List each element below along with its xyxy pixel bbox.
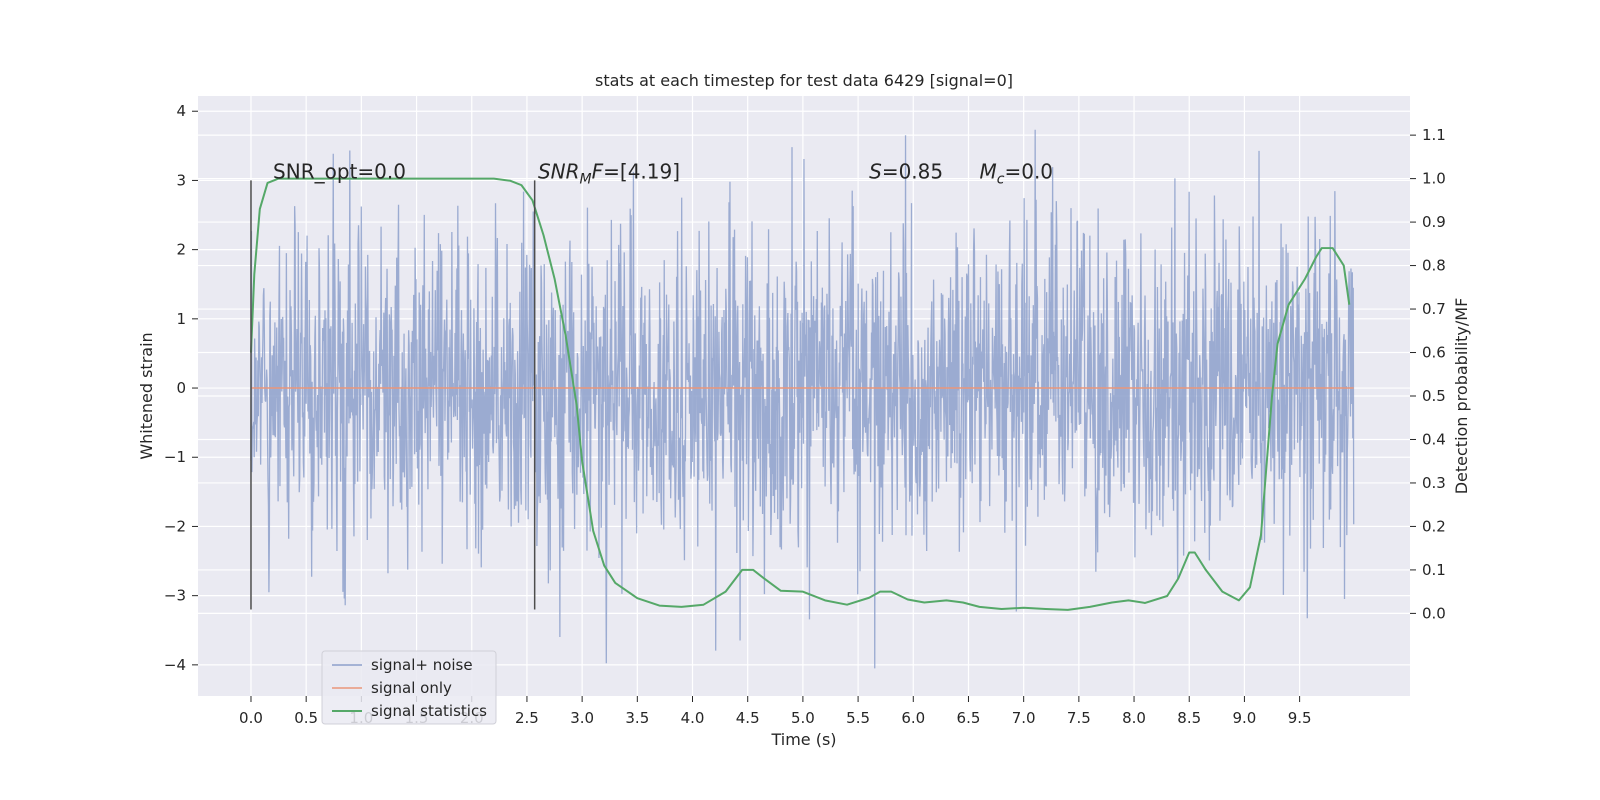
y-axis-ticks: −4 −3 −2 −1 0 1 2 3 4 bbox=[164, 102, 198, 674]
legend-label: signal+ noise bbox=[371, 656, 473, 674]
x-tick-label: 9.5 bbox=[1288, 709, 1312, 727]
y2-axis-label: Detection probability/MF bbox=[1452, 298, 1471, 495]
x-tick-label: 8.5 bbox=[1177, 709, 1201, 727]
chart-title: stats at each timestep for test data 642… bbox=[595, 71, 1013, 90]
x-tick-label: 8.0 bbox=[1122, 709, 1146, 727]
y2-tick-label: 0.6 bbox=[1422, 344, 1446, 362]
x-tick-label: 2.5 bbox=[515, 709, 539, 727]
x-tick-label: 9.0 bbox=[1232, 709, 1256, 727]
y2-tick-label: 0.1 bbox=[1422, 561, 1446, 579]
y-tick-label: −2 bbox=[164, 517, 186, 535]
x-tick-label: 7.5 bbox=[1067, 709, 1091, 727]
y-tick-label: 4 bbox=[176, 102, 186, 120]
y2-tick-label: 0.2 bbox=[1422, 517, 1446, 535]
annotation-text: Mc=0.0 bbox=[980, 159, 1054, 187]
vertical-markers bbox=[250, 180, 536, 610]
x-tick-label: 4.0 bbox=[681, 709, 705, 727]
series-signal-plus-noise bbox=[250, 129, 1355, 669]
x-tick-label: 5.0 bbox=[791, 709, 815, 727]
y-tick-label: 0 bbox=[176, 379, 186, 397]
y2-tick-label: 0.8 bbox=[1422, 257, 1446, 275]
y-tick-label: 2 bbox=[176, 241, 186, 259]
x-tick-label: 5.5 bbox=[846, 709, 870, 727]
annotation-text: SNR_opt=0.0 bbox=[273, 159, 406, 183]
y2-tick-label: 0.7 bbox=[1422, 300, 1446, 318]
series-lines bbox=[249, 177, 1354, 611]
annotations: SNR_opt=0.0 SNRMF=[4.19] S=0.85 Mc=0.0 bbox=[273, 159, 1053, 187]
y2-tick-label: 1.0 bbox=[1422, 170, 1446, 188]
y2-tick-label: 0.9 bbox=[1422, 213, 1446, 231]
y2-tick-label: 0.5 bbox=[1422, 387, 1446, 405]
x-tick-label: 6.5 bbox=[957, 709, 981, 727]
legend-label: signal only bbox=[371, 679, 452, 697]
legend: signal+ noise signal only signal statistic… bbox=[321, 650, 497, 725]
y-tick-label: −4 bbox=[164, 656, 186, 674]
legend-label: signal statistics bbox=[371, 702, 487, 720]
y2-tick-label: 0.3 bbox=[1422, 474, 1446, 492]
legend-box bbox=[321, 650, 497, 725]
y2-tick-label: 0.0 bbox=[1422, 604, 1446, 622]
y2-axis-ticks: 0.0 0.1 0.2 0.3 0.4 0.5 0.6 0.7 0.8 0.9 1.0 1.1 bbox=[1410, 126, 1446, 622]
y-tick-label: −3 bbox=[164, 587, 186, 605]
x-tick-label: 3.5 bbox=[625, 709, 649, 727]
y-tick-label: −1 bbox=[164, 448, 186, 466]
y-tick-label: 3 bbox=[176, 171, 186, 189]
y-tick-label: 1 bbox=[176, 310, 186, 328]
x-tick-label: 7.0 bbox=[1012, 709, 1036, 727]
x-tick-label: 0.0 bbox=[239, 709, 263, 727]
x-tick-label: 6.0 bbox=[901, 709, 925, 727]
annotation-text: SNRMF=[4.19] bbox=[538, 159, 680, 187]
y-axis-label: Whitened strain bbox=[137, 332, 156, 459]
x-tick-label: 3.0 bbox=[570, 709, 594, 727]
signal-plus-noise-line bbox=[250, 129, 1355, 669]
x-tick-label: 0.5 bbox=[294, 709, 318, 727]
signal-statistics-line bbox=[249, 177, 1351, 611]
y2-tick-label: 0.4 bbox=[1422, 430, 1446, 448]
annotation-text: S=0.85 bbox=[869, 159, 943, 183]
x-axis-label: Time (s) bbox=[770, 730, 836, 749]
y2-tick-label: 1.1 bbox=[1422, 126, 1446, 144]
x-tick-label: 4.5 bbox=[736, 709, 760, 727]
